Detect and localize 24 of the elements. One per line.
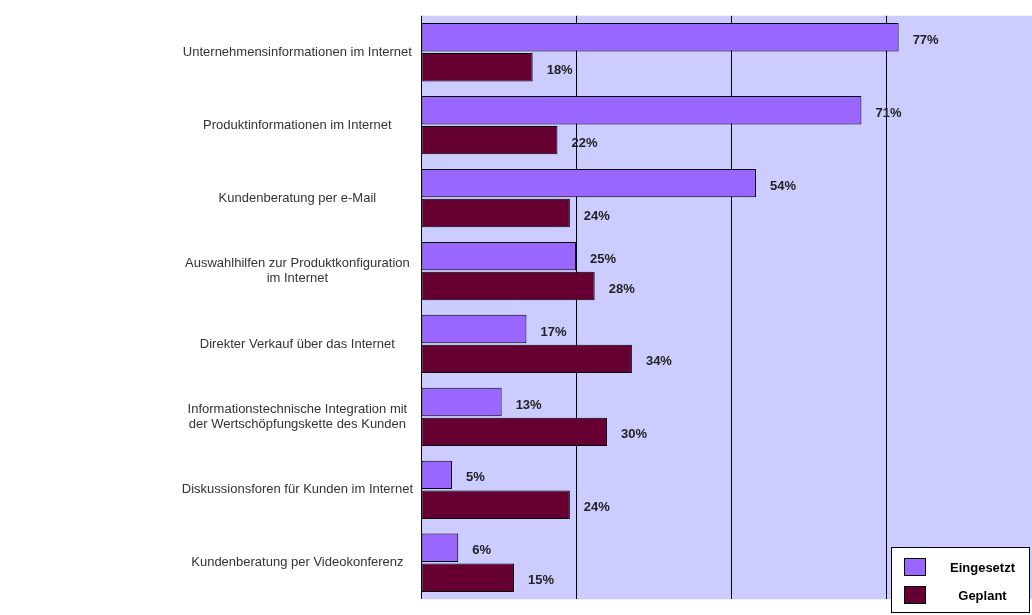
data-label: 34% xyxy=(645,353,673,369)
data-label: 30% xyxy=(621,426,648,442)
data-label: 17% xyxy=(540,323,567,339)
legend-label: Eingesetzt xyxy=(949,559,1015,575)
text: Geplant xyxy=(957,587,1008,603)
data-label: 28% xyxy=(608,280,636,296)
y-tick-label: Informationstechnische Integration mit der Wertschöpfungskette des Kunden xyxy=(187,400,408,432)
data-label: 13% xyxy=(515,396,543,412)
y-tick-label: Produktinformationen im Internet xyxy=(203,116,393,132)
y-tick-label: Diskussionsforen für Kunden im Internet xyxy=(181,481,414,497)
data-label: 18% xyxy=(546,61,574,77)
data-label: 77% xyxy=(912,31,940,47)
y-tick-label: Kundenberatung per Videokonferenz xyxy=(191,554,404,570)
data-label: 6% xyxy=(472,542,492,558)
y-tick-label: Auswahlhilfen zur Produktkonfiguration im Internet xyxy=(185,254,410,286)
y-tick-label: Kundenberatung per e-Mail xyxy=(218,189,377,205)
data-label: 54% xyxy=(769,177,797,193)
data-label: 15% xyxy=(528,572,555,588)
data-label: 24% xyxy=(583,207,611,223)
y-tick-label: Unternehmensinformationen im Internet xyxy=(182,43,413,59)
data-label: 24% xyxy=(583,499,611,515)
y-tick-label: Direkter Verkauf über das Internet xyxy=(199,335,396,351)
data-label: 5% xyxy=(466,469,486,485)
data-label: 25% xyxy=(590,250,617,266)
